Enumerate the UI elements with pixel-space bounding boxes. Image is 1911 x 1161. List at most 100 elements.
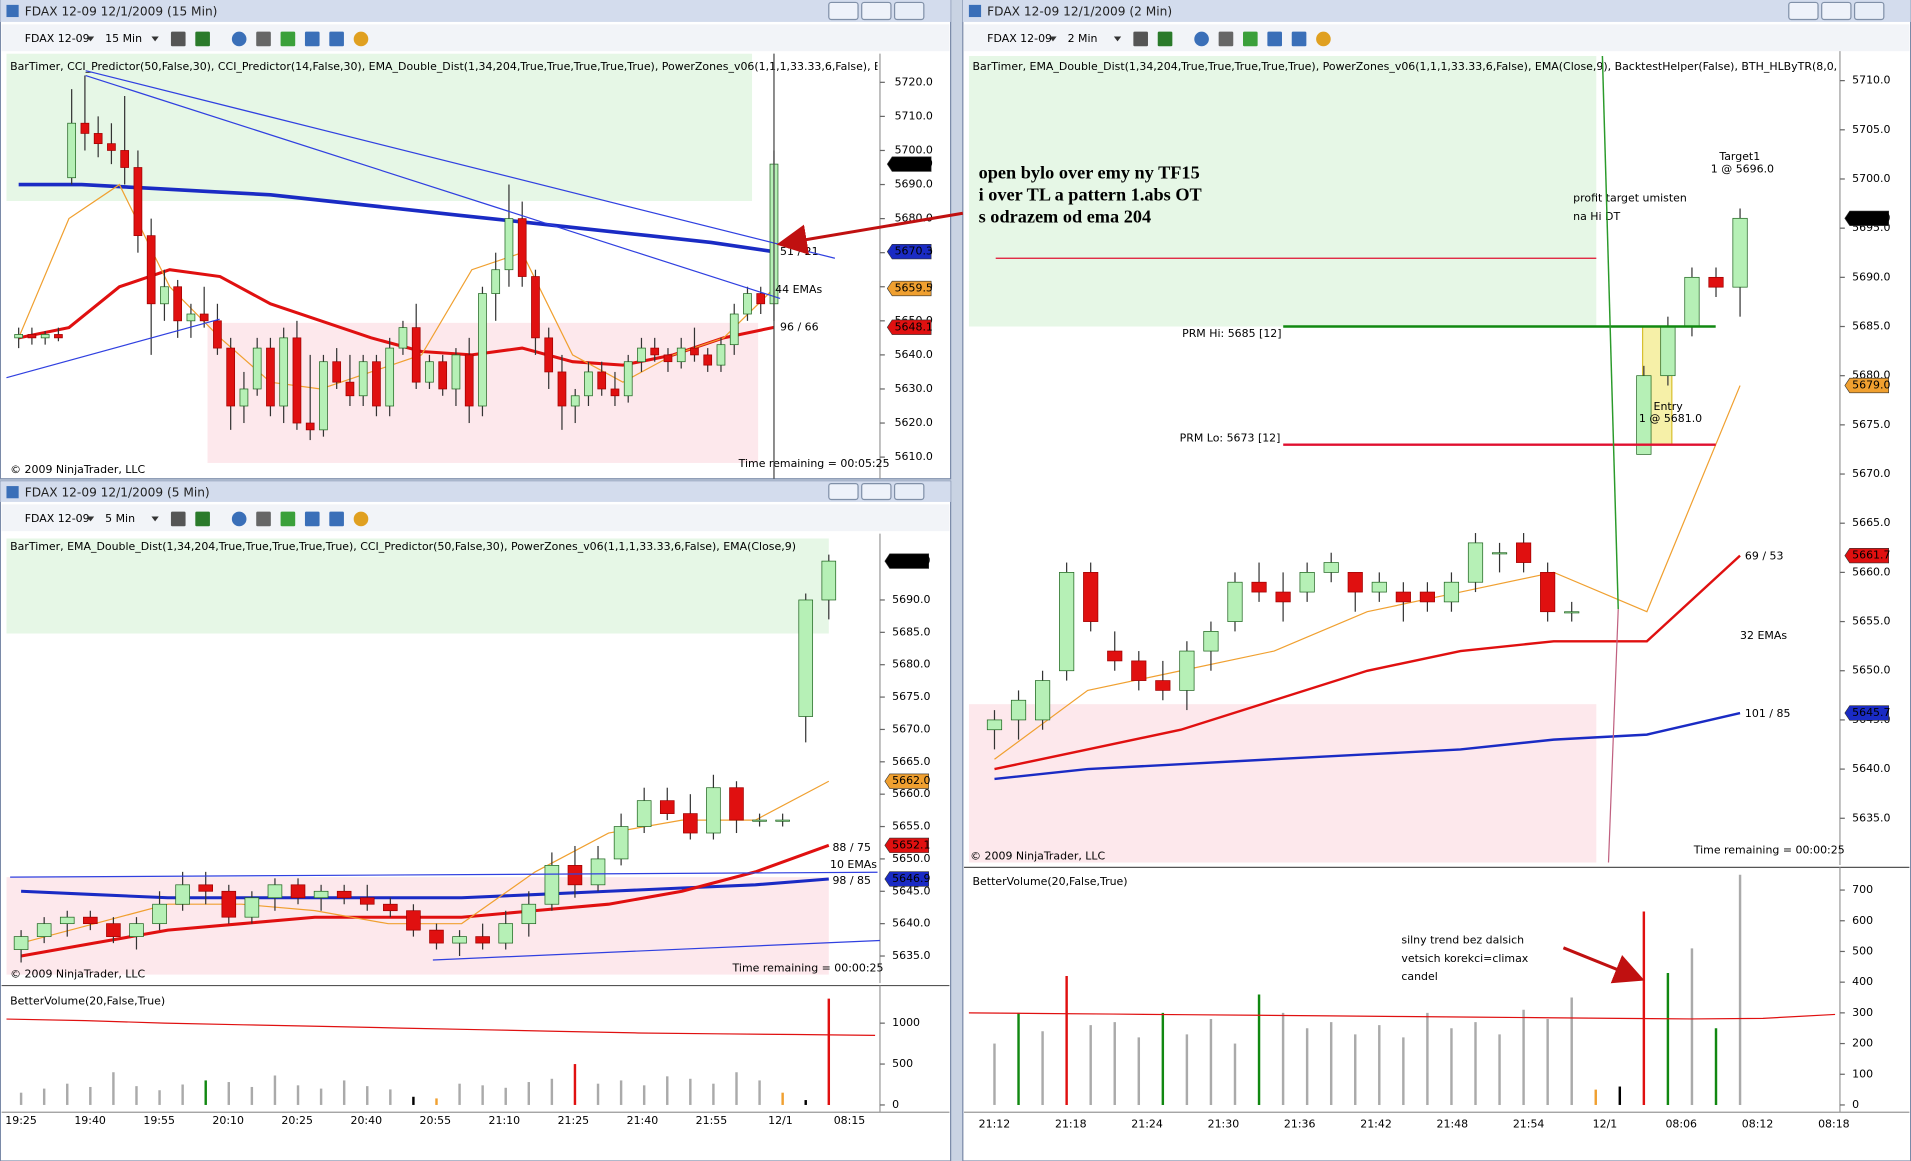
y-tick-label: 5660.0 (1852, 565, 1890, 578)
candle-body (221, 890, 237, 918)
x-tick-label: 12/1 (1593, 1117, 1618, 1130)
candle-body (27, 334, 37, 339)
copyright: © 2009 NinjaTrader, LLC (10, 463, 145, 476)
candle-body (716, 344, 726, 366)
candle-body (1419, 591, 1435, 603)
volume-label: BetterVolume(20,False,True) (10, 994, 165, 1007)
note-text: open bylo over emy ny TF15 (979, 162, 1200, 182)
ema-line (18, 183, 775, 390)
candle-body (198, 884, 214, 892)
candle-body (106, 923, 121, 937)
y-tick-label: 5685.0 (1852, 320, 1890, 333)
toolbar-icon[interactable] (1316, 31, 1331, 47)
instrument-selector[interactable]: FDAX 12-09 (25, 512, 90, 525)
candle-body (173, 286, 183, 322)
y-tick-label: 5700.0 (1852, 172, 1890, 185)
app-icon (6, 486, 19, 499)
toolbar-icon[interactable] (1267, 31, 1282, 47)
candle-body (756, 293, 766, 305)
chart-annotation: 10 EMAs (830, 858, 877, 871)
toolbar-icon[interactable] (304, 511, 320, 527)
toolbar-icon[interactable] (1133, 31, 1148, 47)
toolbar-icon[interactable] (231, 511, 247, 527)
close-button[interactable] (893, 483, 925, 501)
dropdown-arrow (151, 36, 159, 42)
toolbar-icon[interactable] (256, 511, 271, 527)
price-badge (886, 156, 932, 172)
toolbar-icon[interactable] (1218, 31, 1234, 47)
y-tick-label: 5650.0 (892, 852, 930, 865)
toolbar-icon[interactable] (1194, 31, 1209, 47)
app-icon (968, 4, 982, 18)
minimize-button[interactable] (1788, 1, 1819, 21)
minimize-button[interactable] (828, 1, 859, 21)
toolbar-icon[interactable] (1243, 31, 1258, 47)
interval-selector[interactable]: 2 Min (1068, 32, 1098, 45)
instrument-selector[interactable]: FDAX 12-09 (987, 32, 1052, 45)
chart-annotation: na Hi DT (1573, 210, 1620, 223)
signal-fan (1607, 609, 1619, 863)
interval-selector[interactable]: 5 Min (105, 512, 135, 525)
toolbar-icon[interactable] (329, 31, 344, 47)
toolbar-icon[interactable] (329, 511, 344, 527)
trend-line (6, 318, 220, 379)
chart-annotation: 32 EMAs (1740, 629, 1787, 642)
maximize-button[interactable] (861, 483, 892, 501)
close-button[interactable] (893, 1, 925, 21)
toolbar-icon[interactable] (1157, 31, 1173, 47)
candle-body (93, 133, 103, 145)
price-badge-label: 5670.3 (895, 245, 933, 258)
candle-body (199, 313, 209, 322)
candle-body (1179, 650, 1195, 691)
y-tick-label: 1000 (892, 1016, 920, 1029)
toolbar-icon[interactable] (304, 31, 320, 47)
toolbar-icon[interactable] (353, 511, 369, 527)
toolbar-icon[interactable] (170, 511, 186, 527)
candle-body (411, 327, 421, 383)
x-tick-label: 20:10 (212, 1114, 244, 1127)
toolbar-icon[interactable] (170, 31, 186, 47)
price-badge (884, 553, 930, 569)
maximize-button[interactable] (861, 1, 892, 21)
candle-body (504, 218, 514, 271)
price-badge-label: 5659.5 (895, 281, 933, 294)
chart-annotation: 69 / 53 (1745, 550, 1784, 563)
y-tick-label: 5670.0 (1852, 467, 1890, 480)
toolbar-icon[interactable] (256, 31, 271, 47)
candle-body (544, 337, 554, 373)
interval-selector[interactable]: 15 Min (105, 32, 142, 45)
toolbar-icon[interactable] (1291, 31, 1307, 47)
dropdown-arrow (151, 516, 159, 522)
toolbar-icon[interactable] (280, 511, 296, 527)
y-tick-label: 600 (1852, 914, 1873, 927)
candle-body (1347, 572, 1363, 593)
toolbar-icon[interactable] (353, 31, 369, 47)
ema-line (18, 268, 775, 367)
toolbar-icon[interactable] (195, 31, 210, 47)
dropdown-arrow (1049, 36, 1057, 42)
candle-body (36, 923, 52, 937)
candle-body (452, 936, 467, 944)
minimize-button[interactable] (828, 483, 859, 501)
x-tick-label: 20:55 (420, 1114, 452, 1127)
toolbar-icon[interactable] (195, 511, 210, 527)
candle-body (475, 936, 490, 944)
candle-body (683, 813, 698, 834)
close-button[interactable] (1853, 1, 1885, 21)
note-text: s odrazem od ema 204 (979, 206, 1151, 226)
note-text: i over TL a pattern 1.abs OT (979, 184, 1202, 204)
y-tick-label: 5655.0 (1852, 615, 1890, 628)
toolbar-icon[interactable] (280, 31, 296, 47)
x-tick-label: 21:24 (1131, 1117, 1163, 1130)
title-bar (0, 481, 951, 502)
toolbar-icon[interactable] (231, 31, 247, 47)
candle-body (406, 910, 421, 931)
plot-area: BarTimer, EMA_Double_Dist(1,34,204,True,… (968, 56, 1836, 863)
maximize-button[interactable] (1821, 1, 1852, 21)
y-tick-label: 5665.0 (892, 755, 930, 768)
instrument-selector[interactable]: FDAX 12-09 (25, 32, 90, 45)
candle-body (332, 361, 342, 383)
candle-body (438, 361, 448, 390)
x-tick-label: 21:48 (1437, 1117, 1469, 1130)
chart-annotation: vetsich korekci=climax (1401, 952, 1528, 965)
